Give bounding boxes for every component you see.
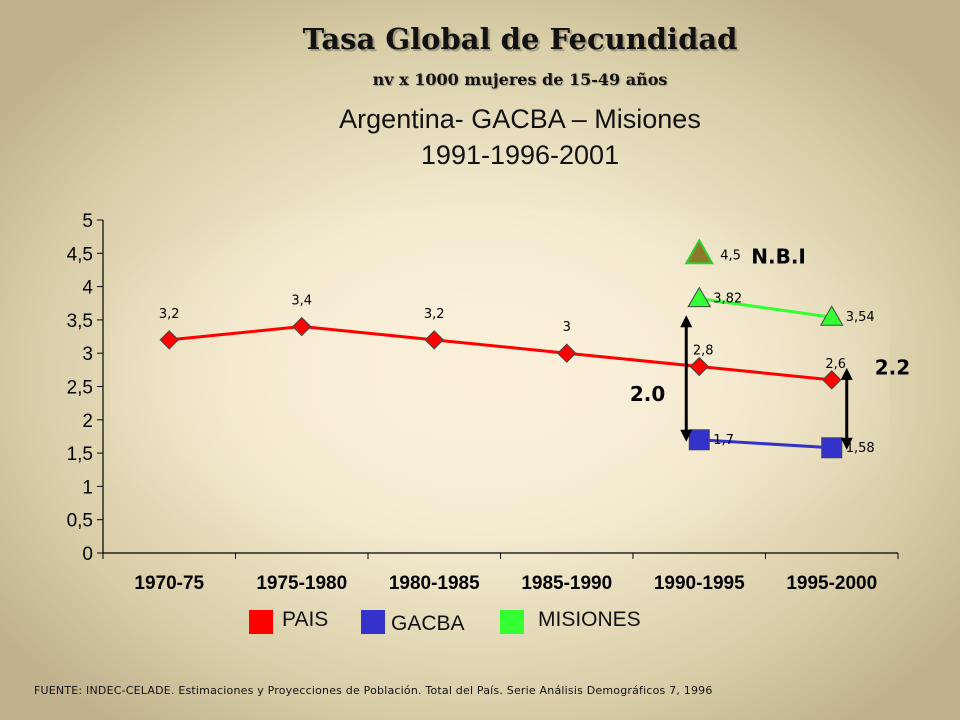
misiones-data-label: 3,82	[713, 292, 742, 307]
y-tick-label: 5	[82, 211, 93, 232]
gap-label-1995: 2.2	[875, 356, 910, 380]
gap-arrow-1990	[680, 315, 693, 442]
y-tick-label: 4,5	[67, 244, 93, 265]
y-tick-label: 0	[82, 544, 93, 565]
chart-title: Tasa Global de Fecundidad	[302, 22, 738, 56]
y-tick-label: 1	[82, 477, 93, 498]
pais-data-label: 2,8	[693, 344, 714, 359]
gacba-point	[688, 429, 710, 451]
nbi-label: N.B.I	[751, 244, 806, 268]
y-tick-label: 3	[82, 344, 93, 365]
gacba-line	[699, 438, 832, 450]
pais-line	[169, 325, 832, 382]
plot-area	[110, 210, 890, 540]
pais-data-label: 3,2	[424, 307, 445, 322]
gacba-point	[821, 437, 843, 459]
pais-point	[159, 330, 179, 350]
chart-subtitle: nv x 1000 mujeres de 15-49 años	[372, 70, 668, 89]
nbi-point	[684, 238, 714, 265]
gap-label-1990: 2.0	[630, 382, 665, 406]
pais-point	[822, 370, 842, 390]
pais-data-label: 3,2	[159, 307, 180, 322]
pais-point	[689, 356, 709, 377]
chart-heading: Argentina- GACBA – Misiones 1991-1996-20…	[0, 101, 960, 173]
x-tick-label: 1995-2000	[786, 573, 877, 594]
legend-label-gacba: GACBA	[391, 612, 465, 635]
misiones-point	[687, 286, 712, 308]
gacba-data-label: 1,58	[846, 441, 875, 456]
pais-point	[292, 316, 312, 337]
heading-line-2: 1991-1996-2001	[420, 140, 620, 170]
y-tick-label: 3,5	[67, 311, 93, 332]
x-tick-label: 1990-1995	[654, 573, 745, 594]
y-tick-label: 0,5	[67, 511, 93, 532]
y-tick-label: 1,5	[67, 444, 93, 465]
x-tick-label: 1970-75	[134, 573, 204, 594]
y-tick-label: 2	[82, 411, 93, 432]
x-tick-label: 1975-1980	[256, 573, 347, 594]
pais-data-label: 2,6	[825, 357, 846, 372]
nbi-value-label: 4,5	[720, 248, 741, 263]
source-note: FUENTE: INDEC-CELADE. Estimaciones y Pro…	[34, 684, 713, 697]
x-tick-label: 1985-1990	[521, 573, 612, 594]
misiones-point	[819, 305, 844, 326]
gacba-data-label: 1,7	[713, 433, 734, 448]
pais-data-label: 3	[563, 320, 571, 335]
y-tick-label: 4	[82, 278, 93, 299]
misiones-line	[699, 297, 832, 319]
pais-point	[424, 330, 444, 350]
y-tick-label: 2,5	[67, 378, 93, 399]
pais-point	[557, 343, 577, 363]
legend-label-pais: PAIS	[282, 608, 329, 631]
legend-swatch-gacba	[361, 610, 385, 634]
gap-arrow-1995	[840, 367, 853, 450]
legend-label-misiones: MISIONES	[538, 608, 641, 631]
pais-data-label: 3,4	[291, 294, 312, 309]
legend-swatch-pais	[249, 610, 273, 634]
heading-line-1: Argentina- GACBA – Misiones	[339, 104, 701, 134]
misiones-data-label: 3,54	[846, 310, 875, 325]
x-tick-label: 1980-1985	[389, 573, 480, 594]
legend-swatch-misiones	[500, 610, 524, 634]
